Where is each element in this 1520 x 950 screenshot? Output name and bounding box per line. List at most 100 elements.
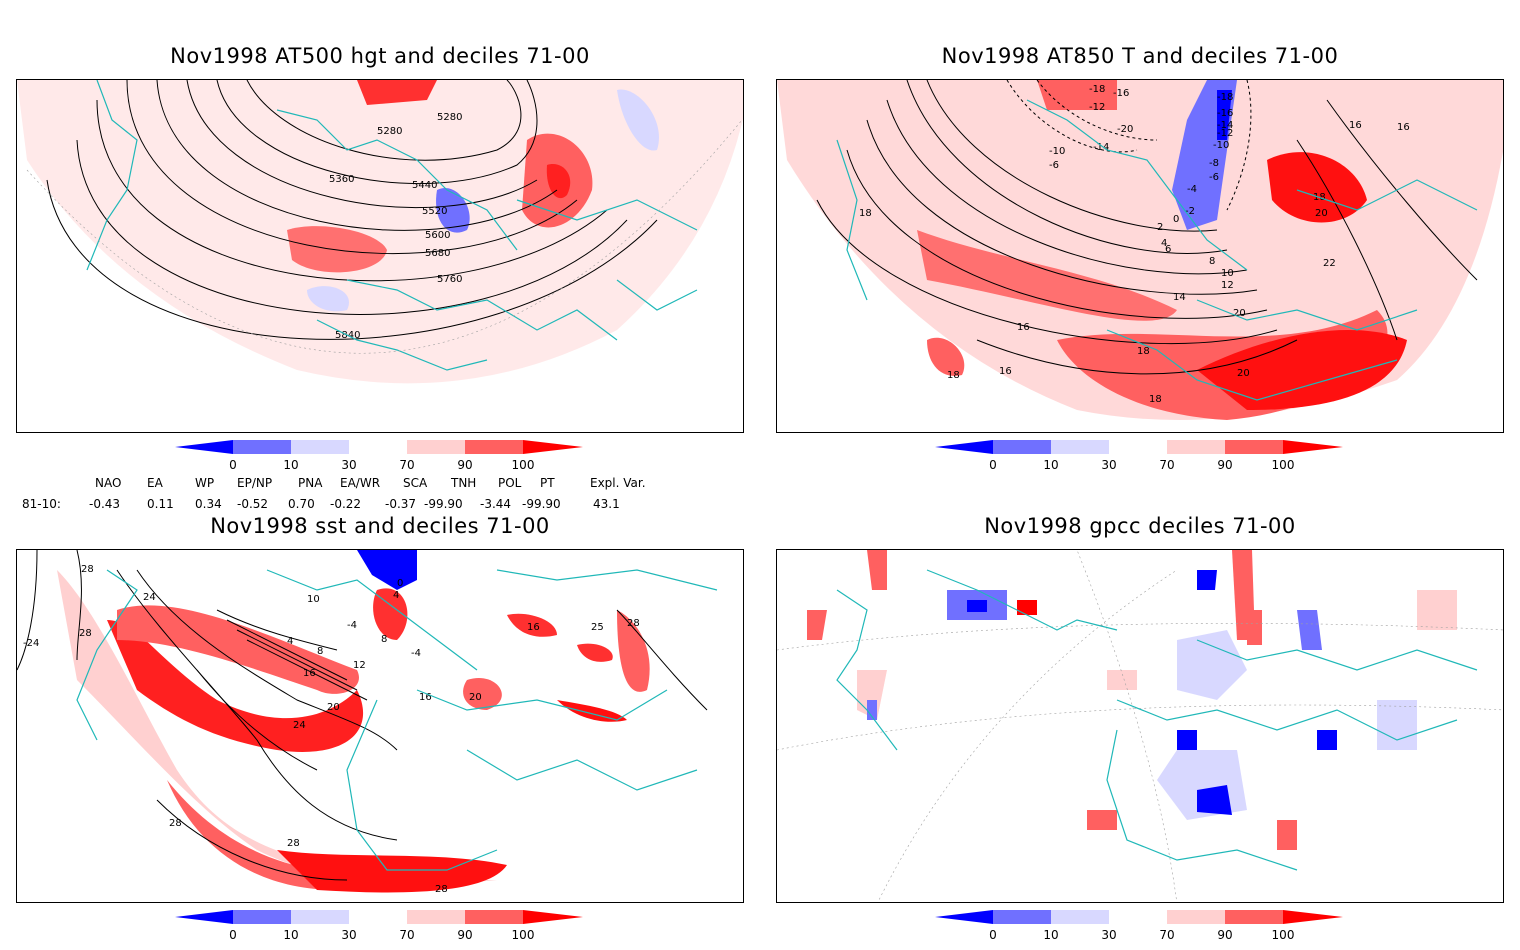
colorbar-label: 70 xyxy=(1159,458,1175,472)
svg-text:20: 20 xyxy=(1233,308,1246,319)
map-panel-sst: 28 24 -24 28 10 0 4 -4 4 8 -4 8 12 16 16… xyxy=(16,549,744,903)
svg-text:-6: -6 xyxy=(1209,172,1219,183)
decile-area xyxy=(373,588,408,640)
decile-area xyxy=(617,610,650,692)
svg-text:20: 20 xyxy=(327,702,340,713)
svg-text:2: 2 xyxy=(1157,222,1163,233)
decile-area xyxy=(617,89,659,151)
colorbar-label: 30 xyxy=(341,928,357,942)
decile-area xyxy=(357,550,417,590)
svg-text:-14: -14 xyxy=(1093,142,1109,153)
colorbar-label: 10 xyxy=(283,928,299,942)
decile-area xyxy=(277,850,507,893)
svg-text:4: 4 xyxy=(1161,238,1167,249)
svg-text:14: 14 xyxy=(1173,292,1186,303)
decile-area xyxy=(507,613,557,637)
svg-text:24: 24 xyxy=(293,720,306,731)
panel-title-sst: Nov1998 sst and deciles 71-00 xyxy=(210,514,550,538)
colorbar-sst: 0 10 30 70 90 100 xyxy=(175,910,595,950)
index-value: 0.11 xyxy=(147,497,174,511)
svg-text:28: 28 xyxy=(435,884,448,895)
decile-area xyxy=(307,286,349,312)
svg-text:12: 12 xyxy=(1221,280,1234,291)
index-name: EA xyxy=(147,476,163,490)
coastlines xyxy=(836,569,1478,871)
index-name: POL xyxy=(498,476,522,490)
svg-text:16: 16 xyxy=(999,366,1012,377)
svg-text:10: 10 xyxy=(1221,268,1234,279)
colorbar-label: 10 xyxy=(1043,458,1059,472)
index-value: -0.43 xyxy=(89,497,121,511)
index-value: 0.70 xyxy=(288,497,315,511)
svg-text:16: 16 xyxy=(419,692,432,703)
svg-text:25: 25 xyxy=(591,622,604,633)
decile-area xyxy=(117,605,359,694)
svg-text:8: 8 xyxy=(1209,256,1215,267)
colorbar-label: 90 xyxy=(457,458,473,472)
colorbar-label: 0 xyxy=(989,928,997,942)
svg-text:28: 28 xyxy=(287,838,300,849)
decile-area xyxy=(546,164,571,199)
svg-text:20: 20 xyxy=(469,692,482,703)
contour-label: 5520 xyxy=(422,206,447,217)
contour-label: 5280 xyxy=(437,112,462,123)
index-name: EP/NP xyxy=(237,476,273,490)
svg-text:6: 6 xyxy=(1165,244,1171,255)
map-panel-gpcc xyxy=(776,549,1504,903)
colorbar-label: 10 xyxy=(1043,928,1059,942)
index-value: 43.1 xyxy=(593,497,620,511)
colorbar-label: 100 xyxy=(511,928,535,942)
decile-area xyxy=(463,677,502,710)
svg-text:28: 28 xyxy=(79,628,92,639)
index-value: -0.22 xyxy=(330,497,362,511)
decile-area xyxy=(357,80,437,105)
svg-text:-14: -14 xyxy=(1217,120,1233,131)
svg-text:-6: -6 xyxy=(1049,160,1059,171)
map-panel-500hgt: 5280 5280 5360 5440 5520 5600 5680 5760 … xyxy=(16,79,744,433)
map-panel-850t: -18 -16 -12 -20 -14 -10 -6 -18 -16 -14 -… xyxy=(776,79,1504,433)
svg-text:-2: -2 xyxy=(1185,206,1195,217)
colorbar-label: 0 xyxy=(229,458,237,472)
svg-text:-12: -12 xyxy=(1089,102,1105,113)
decile-area xyxy=(1217,90,1232,140)
colorbar-label: 30 xyxy=(1101,928,1117,942)
contour-label: 5760 xyxy=(437,274,462,285)
index-name: NAO xyxy=(95,476,122,490)
svg-text:22: 22 xyxy=(1323,258,1336,269)
svg-text:18: 18 xyxy=(947,370,960,381)
svg-text:10: 10 xyxy=(307,594,320,605)
colorbar-label: 90 xyxy=(457,928,473,942)
svg-text:-10: -10 xyxy=(1049,146,1065,157)
svg-text:8: 8 xyxy=(381,634,387,645)
colorbar-label: 70 xyxy=(399,928,415,942)
contour-label: 5600 xyxy=(425,230,450,241)
colorbar-label: 90 xyxy=(1217,458,1233,472)
panel-title-gpcc: Nov1998 gpcc deciles 71-00 xyxy=(984,514,1296,538)
svg-text:16: 16 xyxy=(527,622,540,633)
panel-title-500hgt: Nov1998 AT500 hgt and deciles 71-00 xyxy=(170,44,590,68)
svg-text:-12: -12 xyxy=(1217,128,1233,139)
svg-text:12: 12 xyxy=(353,660,366,671)
index-row-label: 81-10: xyxy=(22,497,61,511)
svg-text:28: 28 xyxy=(627,618,640,629)
svg-text:24: 24 xyxy=(143,592,156,603)
colorbar-gpcc: 0 10 30 70 90 100 xyxy=(935,910,1355,950)
index-value: -99.90 xyxy=(424,497,463,511)
index-value: -0.37 xyxy=(385,497,417,511)
decile-area xyxy=(1197,330,1407,410)
decile-patches xyxy=(807,550,1457,850)
index-name: Expl. Var. xyxy=(590,476,646,490)
svg-text:16: 16 xyxy=(1017,322,1030,333)
svg-text:0: 0 xyxy=(397,578,403,589)
index-value: -99.90 xyxy=(522,497,561,511)
panel-title-850t: Nov1998 AT850 T and deciles 71-00 xyxy=(941,44,1339,68)
colorbar-500hgt: 0 10 30 70 90 100 xyxy=(175,440,595,480)
svg-text:0: 0 xyxy=(1173,214,1179,225)
svg-text:20: 20 xyxy=(1237,368,1250,379)
svg-text:16: 16 xyxy=(1349,120,1362,131)
decile-area xyxy=(287,226,387,273)
colorbar-label: 70 xyxy=(1159,928,1175,942)
index-name: TNH xyxy=(451,476,477,490)
index-name: PNA xyxy=(298,476,323,490)
svg-text:-4: -4 xyxy=(411,648,421,659)
